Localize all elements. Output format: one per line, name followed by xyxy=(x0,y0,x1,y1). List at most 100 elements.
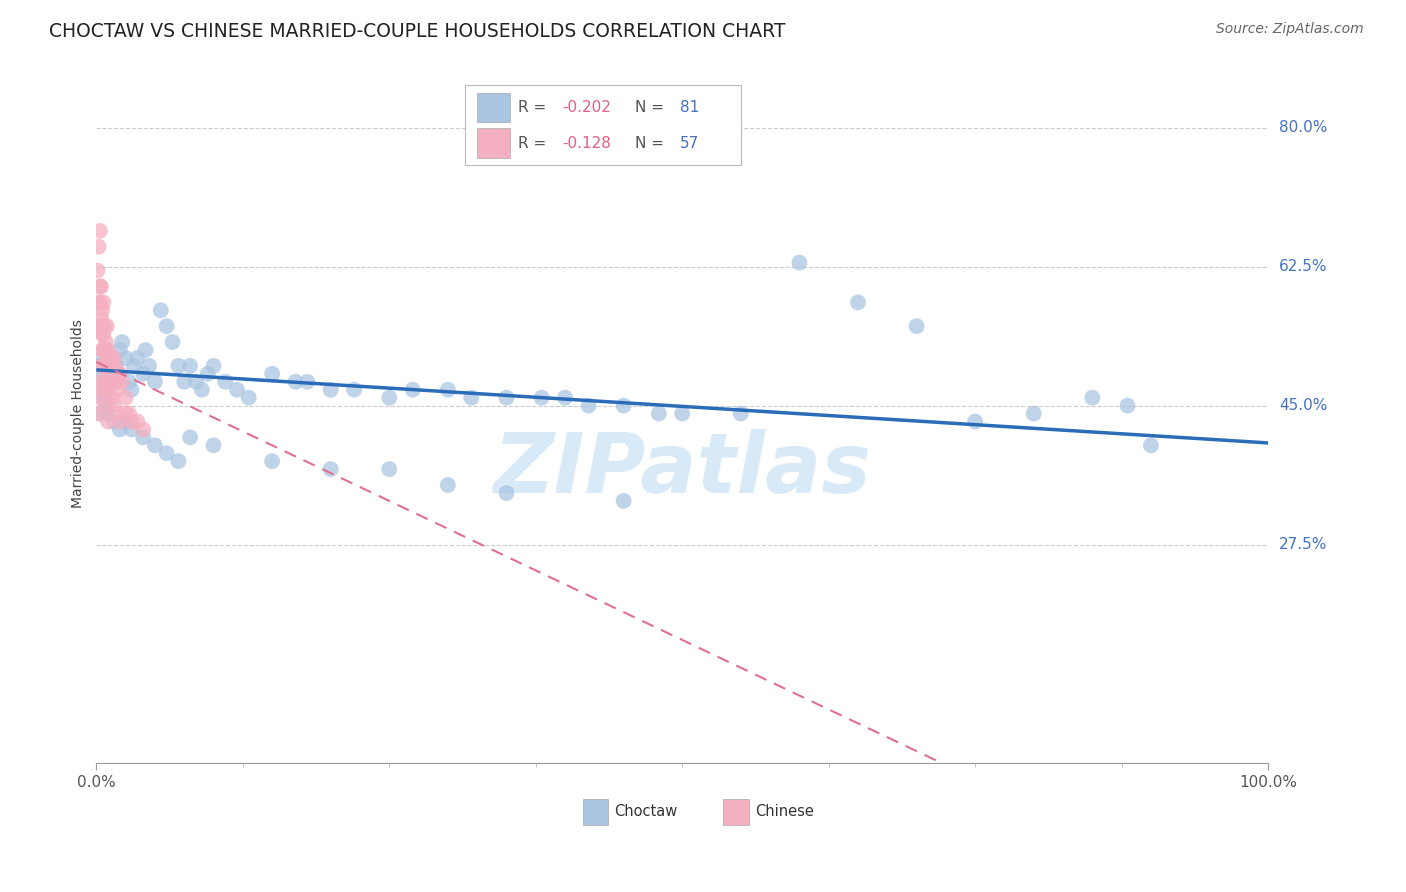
Point xyxy=(1140,438,1163,452)
Point xyxy=(846,295,869,310)
Point xyxy=(965,415,987,429)
Text: N =: N = xyxy=(636,100,669,115)
Text: 62.5%: 62.5% xyxy=(1279,259,1327,274)
Point xyxy=(93,383,115,397)
Point xyxy=(905,319,928,334)
Point xyxy=(173,375,195,389)
Text: ZIPatlas: ZIPatlas xyxy=(494,429,872,510)
Point xyxy=(96,383,118,397)
Text: Source: ZipAtlas.com: Source: ZipAtlas.com xyxy=(1216,22,1364,37)
Point xyxy=(226,383,249,397)
Point xyxy=(167,359,190,373)
Point xyxy=(94,375,117,389)
Point xyxy=(108,422,131,436)
Point xyxy=(89,359,111,373)
Text: -0.202: -0.202 xyxy=(562,100,612,115)
Point xyxy=(114,391,136,405)
Point xyxy=(530,391,553,405)
Point xyxy=(97,375,120,389)
Point xyxy=(100,351,122,365)
Point xyxy=(121,415,143,429)
Point xyxy=(197,367,219,381)
Point xyxy=(86,319,108,334)
Point xyxy=(90,279,112,293)
Point xyxy=(93,383,115,397)
Point xyxy=(143,375,166,389)
Point xyxy=(162,334,184,349)
Point xyxy=(91,351,114,365)
Point xyxy=(297,375,319,389)
Point xyxy=(135,343,157,357)
Point xyxy=(103,351,125,365)
Bar xyxy=(723,799,749,824)
Point xyxy=(111,375,134,389)
Point xyxy=(495,391,517,405)
Point xyxy=(103,367,125,381)
Point xyxy=(93,327,115,342)
Point xyxy=(98,367,121,381)
Point xyxy=(202,359,225,373)
Point xyxy=(90,319,112,334)
Point xyxy=(89,391,111,405)
Point xyxy=(202,438,225,452)
Point xyxy=(107,383,129,397)
Point xyxy=(89,295,111,310)
Point xyxy=(90,407,112,421)
Text: CHOCTAW VS CHINESE MARRIED-COUPLE HOUSEHOLDS CORRELATION CHART: CHOCTAW VS CHINESE MARRIED-COUPLE HOUSEH… xyxy=(49,22,786,41)
Point xyxy=(91,343,114,357)
Point xyxy=(93,295,115,310)
Point xyxy=(238,391,260,405)
Text: 45.0%: 45.0% xyxy=(1279,398,1327,413)
Text: N =: N = xyxy=(636,136,669,151)
Point xyxy=(108,343,131,357)
Point xyxy=(114,407,136,421)
Point xyxy=(100,375,122,389)
Point xyxy=(156,446,179,460)
Point xyxy=(97,343,120,357)
Point xyxy=(90,375,112,389)
Point xyxy=(495,486,517,500)
Point xyxy=(671,407,693,421)
Point xyxy=(138,359,160,373)
Point xyxy=(101,375,124,389)
Point xyxy=(111,334,134,349)
Point xyxy=(262,454,284,468)
Point xyxy=(94,334,117,349)
Text: R =: R = xyxy=(519,100,551,115)
Point xyxy=(104,359,127,373)
Point xyxy=(378,391,401,405)
Point xyxy=(108,415,131,429)
Point xyxy=(121,383,143,397)
Text: 81: 81 xyxy=(681,100,699,115)
Point xyxy=(613,399,636,413)
Text: Chinese: Chinese xyxy=(755,805,814,820)
Point xyxy=(90,367,112,381)
Point xyxy=(93,391,115,405)
Point xyxy=(94,399,117,413)
Point xyxy=(96,351,118,365)
Point xyxy=(93,343,115,357)
Point xyxy=(118,407,141,421)
Point xyxy=(86,263,108,277)
Point xyxy=(105,407,128,421)
Point xyxy=(94,359,117,373)
Point xyxy=(122,359,145,373)
Point xyxy=(93,343,115,357)
Point xyxy=(97,359,120,373)
Point xyxy=(613,494,636,508)
Point xyxy=(378,462,401,476)
Point xyxy=(730,407,752,421)
Point xyxy=(156,319,179,334)
Point xyxy=(132,367,155,381)
Point xyxy=(105,375,128,389)
Point xyxy=(402,383,425,397)
Point xyxy=(343,383,366,397)
Point xyxy=(91,303,114,318)
Text: R =: R = xyxy=(519,136,551,151)
Point xyxy=(127,415,149,429)
Point xyxy=(103,415,125,429)
Point xyxy=(184,375,207,389)
Point xyxy=(87,240,110,254)
Point xyxy=(96,343,118,357)
Point xyxy=(118,375,141,389)
